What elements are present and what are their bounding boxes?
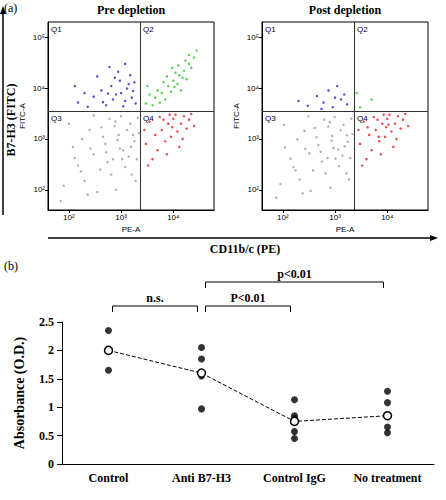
svg-text:CD11b/c (PE): CD11b/c (PE)	[210, 242, 280, 256]
svg-text:Q2: Q2	[357, 25, 368, 34]
svg-text:10⁴: 10⁴	[247, 84, 260, 93]
svg-text:0.5: 0.5	[39, 429, 54, 443]
svg-text:1: 1	[48, 400, 54, 414]
svg-text:10⁵: 10⁵	[247, 33, 259, 42]
svg-text:Q1: Q1	[51, 25, 62, 34]
svg-text:10³: 10³	[115, 213, 127, 222]
svg-text:Anti B7-H3: Anti B7-H3	[172, 471, 231, 485]
svg-text:10³: 10³	[247, 134, 259, 143]
svg-text:Q3: Q3	[265, 114, 276, 123]
svg-text:10⁴: 10⁴	[381, 213, 394, 222]
svg-text:1.5: 1.5	[39, 372, 54, 386]
svg-text:10³: 10³	[33, 134, 45, 143]
svg-text:Control IgG: Control IgG	[263, 471, 326, 485]
svg-text:P<0.01: P<0.01	[230, 291, 265, 305]
svg-text:2.5: 2.5	[39, 315, 54, 329]
svg-text:10²: 10²	[63, 213, 75, 222]
svg-text:Q2: Q2	[143, 25, 154, 34]
svg-text:(b): (b)	[4, 259, 18, 273]
svg-text:10⁴: 10⁴	[167, 213, 180, 222]
svg-text:n.s.: n.s.	[146, 291, 163, 305]
svg-text:10²: 10²	[33, 185, 45, 194]
svg-text:Q4: Q4	[143, 114, 154, 123]
svg-text:Q3: Q3	[51, 114, 62, 123]
svg-text:PE-A: PE-A	[122, 225, 141, 234]
svg-text:PE-A: PE-A	[336, 225, 355, 234]
svg-text:10³: 10³	[329, 213, 341, 222]
svg-text:(a): (a)	[4, 1, 17, 15]
svg-text:No treatment: No treatment	[353, 471, 421, 485]
svg-text:Q1: Q1	[265, 25, 276, 34]
svg-text:Control: Control	[89, 471, 129, 485]
svg-text:Pre depletion: Pre depletion	[97, 3, 165, 17]
svg-text:B7-H3 (FITC): B7-H3 (FITC)	[4, 84, 18, 157]
svg-text:Absorbance (O.D.): Absorbance (O.D.)	[12, 336, 28, 449]
svg-text:FITC-A: FITC-A	[232, 102, 241, 128]
svg-text:10⁵: 10⁵	[33, 33, 45, 42]
svg-text:FITC-A: FITC-A	[18, 102, 27, 128]
svg-text:Q4: Q4	[357, 114, 368, 123]
svg-text:Post depletion: Post depletion	[309, 3, 382, 17]
svg-text:2: 2	[48, 343, 54, 357]
svg-text:p<0.01: p<0.01	[277, 267, 312, 281]
svg-text:10⁴: 10⁴	[33, 84, 46, 93]
svg-text:10²: 10²	[277, 213, 289, 222]
svg-text:10²: 10²	[247, 185, 259, 194]
svg-text:0: 0	[48, 457, 54, 471]
